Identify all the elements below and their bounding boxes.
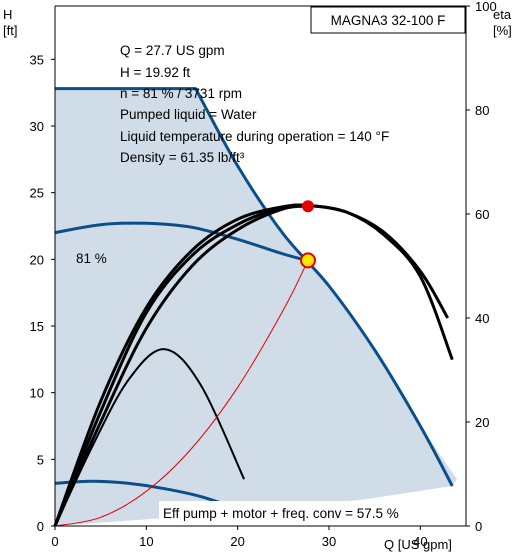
max-curve-line bbox=[55, 87, 454, 487]
chart-title: MAGNA3 32-100 F bbox=[331, 13, 446, 28]
y-right-tick-label: 80 bbox=[475, 103, 489, 118]
y-right-axis-name: eta bbox=[493, 7, 512, 22]
y-right-tick-label: 100 bbox=[475, 0, 497, 14]
y-right-tick-label: 0 bbox=[475, 519, 482, 534]
y-left-tick-label: 5 bbox=[37, 452, 44, 467]
axis-ticks: 0 10 20 30 40 0 5 10 15 20 25 30 35 0 20 40 60 80 100 bbox=[30, 0, 497, 549]
plot-frame bbox=[54, 5, 467, 527]
envelope-area bbox=[55, 88, 457, 526]
y-left-tick-label: 20 bbox=[30, 252, 44, 267]
eff-small-line bbox=[54, 348, 246, 527]
system-curve-line bbox=[54, 260, 309, 527]
duty-point bbox=[299, 252, 316, 269]
info-density: Density = 61.35 lb/ft³ bbox=[120, 150, 245, 165]
min-curve-line bbox=[54, 479, 239, 511]
y-left-tick-label: 25 bbox=[30, 186, 44, 201]
operating-envelope bbox=[55, 88, 457, 526]
x-tick-label: 10 bbox=[139, 534, 153, 549]
info-temperature: Liquid temperature during operation = 14… bbox=[120, 129, 389, 144]
y-left-axis-unit: [ft] bbox=[3, 23, 17, 38]
y-right-axis-unit: [%] bbox=[493, 23, 512, 38]
speed-curve-label: 81 % bbox=[76, 251, 107, 266]
footer-note-box bbox=[159, 501, 455, 523]
info-head: H = 19.92 ft bbox=[120, 65, 190, 80]
x-tick-label: 20 bbox=[230, 534, 244, 549]
chart-points bbox=[299, 200, 316, 269]
x-tick-label: 30 bbox=[322, 534, 336, 549]
info-flow: Q = 27.7 US gpm bbox=[120, 43, 225, 58]
x-tick-label: 0 bbox=[51, 534, 58, 549]
eff-motor-line bbox=[53, 203, 449, 527]
y-left-tick-label: 35 bbox=[30, 52, 44, 67]
info-liquid: Pumped liquid = Water bbox=[120, 107, 257, 122]
eff-total-line bbox=[53, 204, 311, 527]
y-left-tick-label: 30 bbox=[30, 119, 44, 134]
title-box bbox=[310, 6, 466, 34]
curve-series bbox=[53, 87, 454, 527]
efficiency-point bbox=[301, 200, 314, 213]
x-tick-label: 40 bbox=[413, 534, 427, 549]
footer-note: Eff pump + motor + freq. conv = 57.5 % bbox=[163, 506, 399, 521]
eff-system-line bbox=[53, 203, 454, 527]
y-left-tick-label: 15 bbox=[30, 319, 44, 334]
x-axis-label: Q [US gpm] bbox=[384, 537, 452, 552]
head-81-line bbox=[54, 221, 309, 263]
y-right-tick-label: 60 bbox=[475, 207, 489, 222]
info-speed: n = 81 % / 3731 rpm bbox=[120, 86, 242, 101]
y-left-tick-label: 10 bbox=[30, 386, 44, 401]
y-right-tick-label: 20 bbox=[475, 415, 489, 430]
y-left-tick-label: 0 bbox=[37, 519, 44, 534]
y-right-tick-label: 40 bbox=[475, 311, 489, 326]
y-left-axis-name: H bbox=[3, 7, 12, 22]
